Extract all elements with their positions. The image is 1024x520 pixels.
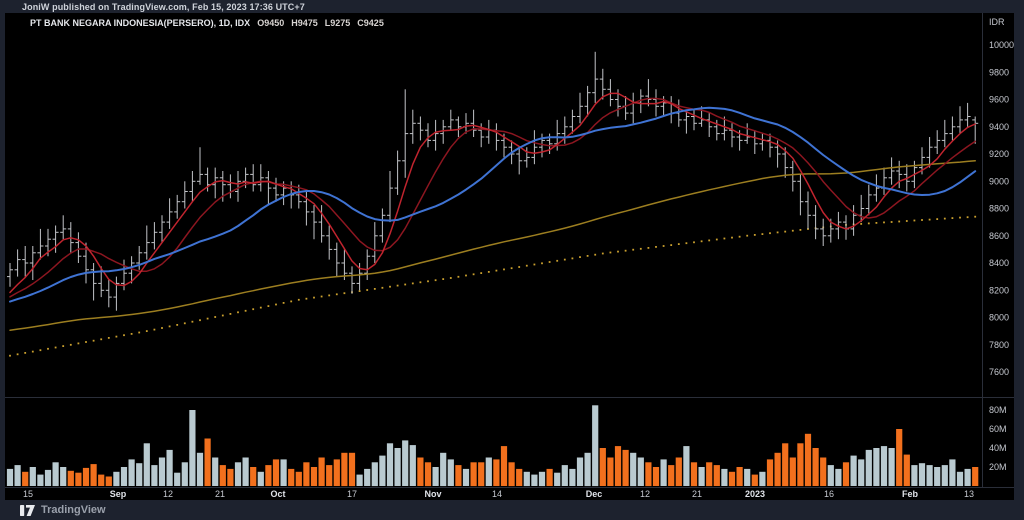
time-axis-tick: 14 (492, 489, 502, 499)
footer-bar: TradingView (0, 500, 1024, 520)
time-axis-tick: 2023 (745, 489, 765, 499)
volume-axis-tick: 60M (989, 424, 1007, 434)
volume-axis-tick: 20M (989, 462, 1007, 472)
time-axis-tick: 12 (640, 489, 650, 499)
time-axis[interactable]: 15 Sep 12 21 Oct 17 Nov 14 Dec 12 21 2023 16 Feb 13 (23, 489, 974, 499)
price-axis-tick: 8600 (989, 231, 1009, 241)
sma10-line (9, 97, 976, 298)
price-axis-tick: 7800 (989, 340, 1009, 350)
time-axis-tick: 12 (163, 489, 173, 499)
time-axis-tick: 21 (215, 489, 225, 499)
volume-axis-tick: 40M (989, 443, 1007, 453)
price-axis-tick: 8000 (989, 313, 1009, 323)
price-axis-tick: 9200 (989, 149, 1009, 159)
price-axis[interactable]: IDR 10000 9800 9600 9400 9200 9000 8800 8600 8400… (989, 17, 1014, 377)
chart-plot-area[interactable]: IDR 10000 9800 9600 9400 9200 9000 8800 8600 8400… (5, 13, 1014, 500)
sma20-line (9, 106, 977, 303)
volume-bars (6, 405, 979, 487)
time-axis-tick: 13 (964, 489, 974, 499)
symbol-legend[interactable]: PT BANK NEGARA INDONESIA(PERSERO), 1D, I… (30, 18, 384, 28)
sma5-line (9, 92, 976, 294)
volume-axis[interactable]: 80M 60M 40M 20M (989, 405, 1007, 472)
price-axis-tick: 8800 (989, 204, 1009, 214)
time-axis-tick: 17 (347, 489, 357, 499)
price-axis-tick: 8200 (989, 285, 1009, 295)
ohlc-close-value: C9425 (357, 18, 384, 28)
time-axis-tick: 16 (824, 489, 834, 499)
price-axis-tick: 9400 (989, 122, 1009, 132)
time-axis-tick: Dec (586, 489, 603, 499)
ohlc-low-value: L9275 (324, 18, 351, 28)
tradingview-brand[interactable]: TradingView (41, 504, 106, 516)
price-axis-tick: 9600 (989, 95, 1009, 105)
sma100-line (9, 160, 976, 331)
price-axis-tick: 9000 (989, 176, 1009, 186)
attribution-text: JoniW published on TradingView.com, Feb … (22, 2, 305, 12)
ohlc-bars (7, 51, 979, 311)
chart-widget: PT BANK NEGARA INDONESIA(PERSERO), 1D, I… (5, 13, 1014, 500)
symbol-title[interactable]: PT BANK NEGARA INDONESIA(PERSERO), 1D, I… (30, 18, 251, 28)
time-axis-tick: 15 (23, 489, 33, 499)
time-axis-tick: Oct (270, 489, 285, 499)
price-axis-tick: 7600 (989, 367, 1009, 377)
ohlc-open-value: O9450 (257, 18, 285, 28)
time-axis-tick: Sep (110, 489, 127, 499)
tradingview-logo-icon[interactable] (20, 504, 35, 516)
time-axis-tick: 21 (692, 489, 702, 499)
price-axis-currency: IDR (989, 17, 1005, 27)
ohlc-high-value: H9475 (291, 18, 318, 28)
time-axis-tick: Nov (424, 489, 441, 499)
price-axis-tick: 9800 (989, 67, 1009, 77)
price-axis-tick: 10000 (989, 40, 1014, 50)
time-axis-tick: Feb (902, 489, 919, 499)
price-axis-tick: 8400 (989, 258, 1009, 268)
pane-separators (5, 13, 1014, 488)
volume-axis-tick: 80M (989, 405, 1007, 415)
